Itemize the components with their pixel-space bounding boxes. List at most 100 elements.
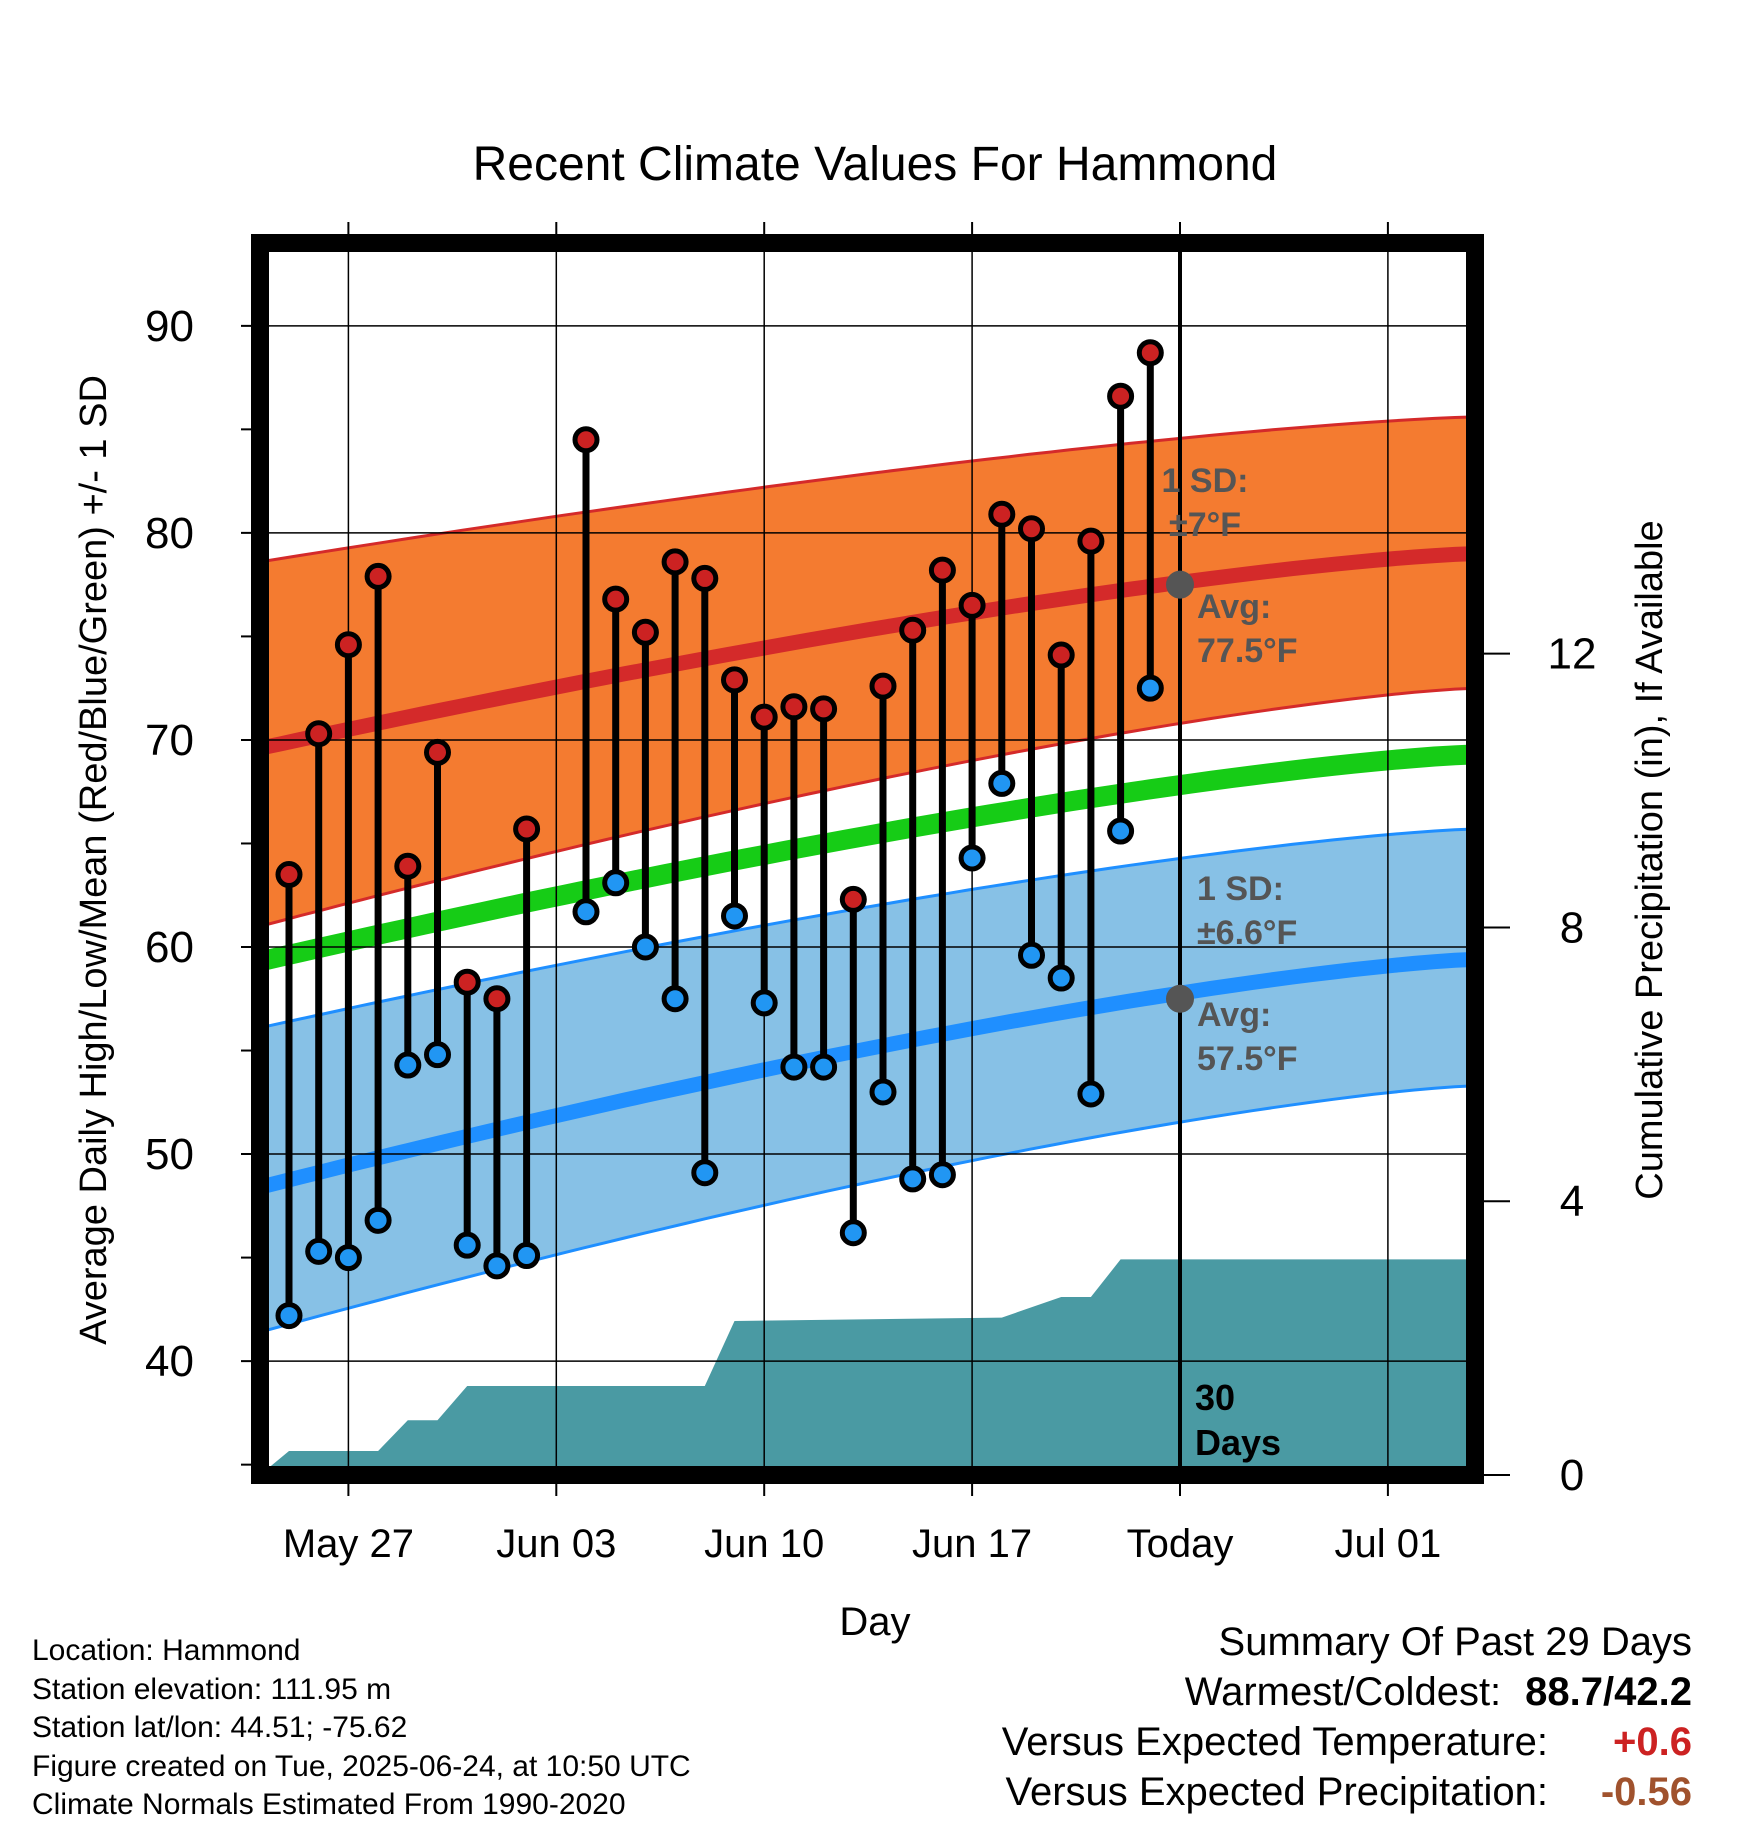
temp-anomaly-label: Versus Expected Temperature: <box>1001 1720 1548 1764</box>
window-label-number: 30 <box>1195 1377 1235 1418</box>
high-point <box>1136 339 1164 367</box>
high-sd-label: 1 SD: <box>1162 462 1249 500</box>
location-text: Location: Hammond <box>32 1634 301 1667</box>
y-tick-label: 50 <box>145 1130 194 1179</box>
low-point <box>661 985 689 1013</box>
x-tick-label: May 27 <box>283 1522 414 1566</box>
high-point <box>334 631 362 659</box>
high-point <box>602 585 630 613</box>
high-point <box>1018 515 1045 543</box>
y2-axis-label: Cumulative Precipitation (in), If Availa… <box>1629 520 1671 1199</box>
high-point <box>721 666 748 694</box>
low-point <box>721 902 748 930</box>
window-label-days: Days <box>1195 1422 1281 1463</box>
low-point <box>691 1159 719 1187</box>
elevation-text: Station elevation: 111.95 m <box>32 1672 392 1706</box>
high-point <box>869 672 897 700</box>
high-point <box>988 500 1016 528</box>
high-point <box>958 591 986 619</box>
high-point <box>513 815 541 843</box>
low-point <box>275 1302 303 1330</box>
low-lower-edge <box>260 1084 1475 1334</box>
low-avg-label: Avg: <box>1197 996 1271 1034</box>
low-point <box>988 769 1016 797</box>
low-sd-label: 1 SD: <box>1197 870 1284 908</box>
high-point <box>899 616 927 644</box>
low-point <box>1018 941 1045 969</box>
station-info: Location: Hammond Station elevation: 111… <box>32 1632 691 1825</box>
high-point <box>750 703 778 731</box>
y2-tick-label: 8 <box>1560 903 1584 952</box>
high-upper-edge <box>260 415 1475 564</box>
low-point <box>750 989 778 1017</box>
y2-tick-label: 12 <box>1548 630 1597 679</box>
high-sd-band <box>260 416 1475 927</box>
y-tick-label: 70 <box>145 716 194 765</box>
high-point <box>631 618 659 646</box>
high-point <box>1047 641 1075 669</box>
low-point <box>1077 1080 1105 1108</box>
y-tick-label: 90 <box>145 302 194 351</box>
plot-frame <box>251 234 1484 1484</box>
low-point <box>1047 964 1075 992</box>
high-lower-edge <box>260 686 1475 928</box>
high-point <box>483 985 511 1013</box>
low-point <box>602 869 630 897</box>
high-point <box>275 861 303 889</box>
high-avg-value: 77.5°F <box>1197 632 1298 670</box>
x-axis-label: Day <box>839 1600 910 1644</box>
x-tick-label: Today <box>1127 1522 1234 1566</box>
low-point <box>334 1244 362 1272</box>
low-point <box>394 1051 422 1079</box>
y-tick-label: 40 <box>145 1337 194 1386</box>
high-point <box>394 852 422 880</box>
precip-anomaly-value: -0.56 <box>1600 1770 1692 1814</box>
precip-area <box>260 1259 1475 1475</box>
high-point <box>305 720 333 748</box>
precip-anomaly-label: Versus Expected Precipitation: <box>1005 1770 1548 1814</box>
low-point <box>513 1242 541 1270</box>
summary-panel: Summary Of Past 29 Days Warmest/Coldest:… <box>1002 1617 1692 1817</box>
mean-avg-line <box>260 744 1475 972</box>
normals-text: Climate Normals Estimated From 1990-2020 <box>32 1788 626 1821</box>
summary-title: Summary Of Past 29 Days <box>1218 1620 1692 1664</box>
low-point <box>424 1041 451 1069</box>
high-point <box>572 426 600 454</box>
low-point <box>810 1053 838 1081</box>
low-point <box>364 1206 392 1234</box>
latlon-text: Station lat/lon: 44.51; -75.62 <box>32 1711 408 1744</box>
high-point <box>661 548 689 576</box>
high-point <box>424 738 451 766</box>
warmest-coldest-row: Warmest/Coldest: 88.7/42.2 <box>1002 1667 1692 1717</box>
y-tick-label: 80 <box>145 509 194 558</box>
plot-area <box>260 243 1475 1475</box>
low-point <box>453 1231 481 1259</box>
low-point <box>958 844 986 872</box>
today-low-avg-marker <box>1166 984 1194 1013</box>
created-text: Figure created on Tue, 2025-06-24, at 10… <box>32 1749 691 1783</box>
high-point <box>453 968 481 996</box>
y2-tick-label: 4 <box>1560 1177 1584 1226</box>
low-point <box>631 933 659 961</box>
temp-anomaly-row: Versus Expected Temperature: +0.6 <box>1002 1717 1692 1767</box>
high-point <box>1077 527 1105 555</box>
y-axis-label: Average Daily High/Low/Mean (Red/Blue/Gr… <box>73 375 115 1345</box>
x-tick-label: Jun 17 <box>912 1522 1032 1566</box>
chart-title: Recent Climate Values For Hammond <box>473 138 1278 191</box>
y2-tick-label: 0 <box>1560 1451 1584 1500</box>
low-point <box>869 1078 897 1106</box>
low-point <box>928 1161 956 1189</box>
low-point <box>1136 674 1164 702</box>
low-point <box>305 1237 333 1265</box>
warmest-coldest-label: Warmest/Coldest: <box>1184 1670 1502 1714</box>
high-point <box>839 885 867 913</box>
high-point <box>364 562 392 590</box>
x-tick-label: Jun 10 <box>704 1522 824 1566</box>
today-high-avg-marker <box>1166 570 1194 599</box>
high-avg-label: Avg: <box>1197 588 1271 626</box>
low-avg-value: 57.5°F <box>1197 1040 1298 1078</box>
low-point <box>780 1053 808 1081</box>
warmest-coldest-value: 88.7/42.2 <box>1525 1670 1692 1714</box>
high-point <box>928 556 956 584</box>
low-sd-band <box>260 829 1475 1333</box>
